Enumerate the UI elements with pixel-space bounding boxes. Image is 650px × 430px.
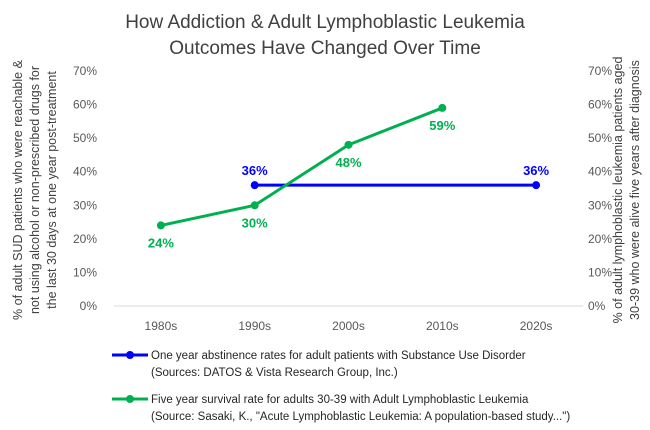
data-point bbox=[438, 103, 447, 112]
legend-entry-source: (Source: Sasaki, K., "Acute Lymphoblasti… bbox=[151, 411, 570, 423]
chart-title-line-1: How Addiction & Adult Lymphoblastic Leuk… bbox=[125, 12, 525, 33]
data-point bbox=[156, 221, 165, 230]
legend-marker bbox=[126, 351, 134, 359]
y-axis-label: % of adult SUD patients who were reachab… bbox=[11, 59, 59, 320]
y2-tick-label: 10% bbox=[588, 265, 612, 279]
y2-tick-label: 40% bbox=[588, 165, 612, 179]
y2-tick-label: 0% bbox=[588, 299, 606, 313]
y-axis-label-line: the last 30 days at one year post-treatm… bbox=[45, 71, 59, 309]
legend-marker bbox=[126, 395, 134, 403]
x-tick-label: 2010s bbox=[426, 319, 459, 333]
y-tick-label: 40% bbox=[73, 165, 97, 179]
data-label: 24% bbox=[148, 235, 174, 250]
data-label: 59% bbox=[429, 118, 455, 133]
data-label: 30% bbox=[242, 215, 268, 230]
y-tick-label: 50% bbox=[73, 131, 97, 145]
data-point bbox=[344, 140, 353, 149]
y-axis-label-line: % of adult SUD patients who were reachab… bbox=[11, 59, 25, 320]
y2-axis-label: % of adult lymphoblastic leukemia patien… bbox=[611, 57, 642, 324]
data-label: 48% bbox=[335, 155, 361, 170]
y-axis-label-line: not using alcohol or non-prescribed drug… bbox=[28, 66, 42, 314]
y2-axis-label-line: % of adult lymphoblastic leukemia patien… bbox=[611, 57, 625, 324]
legend: One year abstinence rates for adult pati… bbox=[112, 350, 570, 423]
y2-axis-label-line: 30-39 who were alive five years after di… bbox=[628, 60, 642, 320]
x-tick-label: 1990s bbox=[238, 319, 271, 333]
y-tick-label: 20% bbox=[73, 232, 97, 246]
y2-tick-label: 50% bbox=[588, 131, 612, 145]
legend-entry-name: One year abstinence rates for adult pati… bbox=[151, 350, 526, 362]
legend-entry-name: Five year survival rate for adults 30-39… bbox=[151, 394, 529, 406]
x-tick-label: 1980s bbox=[145, 319, 178, 333]
x-tick-label: 2020s bbox=[520, 319, 553, 333]
y-tick-label: 70% bbox=[73, 64, 97, 78]
data-point bbox=[532, 181, 541, 190]
x-tick-label: 2000s bbox=[332, 319, 365, 333]
data-point bbox=[250, 181, 259, 190]
y-tick-label: 0% bbox=[80, 299, 98, 313]
chart-title-line-2: Outcomes Have Changed Over Time bbox=[169, 38, 481, 59]
y-tick-label: 10% bbox=[73, 265, 97, 279]
y-tick-label: 60% bbox=[73, 98, 97, 112]
series-line-1 bbox=[160, 106, 443, 227]
y2-tick-label: 30% bbox=[588, 198, 612, 212]
y-tick-label: 30% bbox=[73, 198, 97, 212]
data-label: 36% bbox=[523, 163, 549, 178]
y2-tick-label: 20% bbox=[588, 232, 612, 246]
legend-entry-source: (Sources: DATOS & Vista Research Group, … bbox=[151, 367, 398, 379]
data-label: 36% bbox=[242, 163, 268, 178]
data-point bbox=[250, 201, 259, 210]
y2-tick-label: 70% bbox=[588, 64, 612, 78]
y2-tick-label: 60% bbox=[588, 98, 612, 112]
